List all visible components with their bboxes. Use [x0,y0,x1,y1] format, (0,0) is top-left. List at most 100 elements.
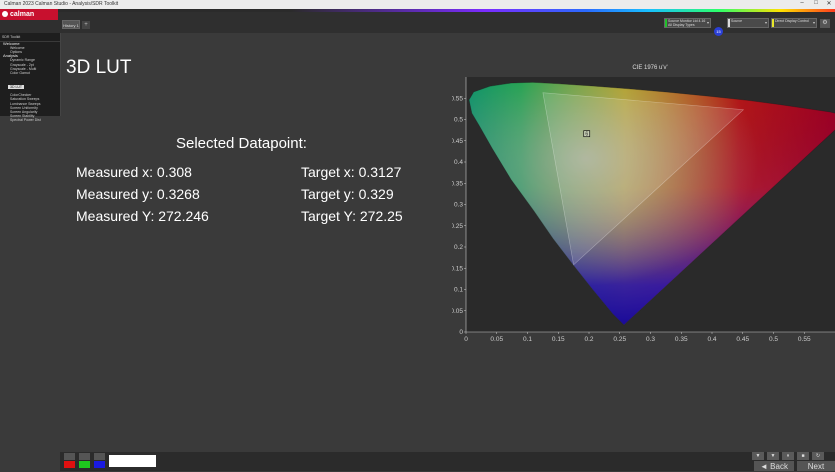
y-tick-label: 0 [459,329,463,336]
y-tick-label: 0.25 [452,223,463,230]
y-tick-label: 0.3 [454,202,463,209]
gear-icon: ⚙ [822,20,828,26]
sidebar-item-grayscale-2pt[interactable]: Grayscale - 2pt [10,62,34,67]
back-button[interactable]: ◄ Back [754,461,794,471]
sidebar-item-welcome[interactable]: Welcome [10,46,25,50]
target-x: Target x: 0.3127 [301,164,402,180]
next-button[interactable]: Next [797,461,835,471]
source-status-strip [665,19,667,27]
workflow-sidebar: SDR Toolkit Welcome Welcome Options Anal… [0,33,61,122]
next-label: Next [807,462,825,471]
calman-logo: calman [0,9,58,20]
window-title: Calman 2023 Calman Studio - Analysis/SDR… [4,1,119,7]
tab-history-1[interactable]: History 1 [62,20,80,29]
bottom-toolbar: ▼ ▼ ⏸ ■ ↻ ◄ Back Next [60,452,835,471]
source-type: All Display Types [668,23,695,27]
stop-button[interactable]: ■ [797,452,809,460]
sidebar-item-screen-uniformity[interactable]: Screen Uniformity [10,105,38,110]
y-tick-label: 0.15 [452,265,463,272]
display-selector[interactable]: Direct Display Control ▾ [771,18,817,28]
stop-icon: ■ [801,453,805,459]
repeat-icon: ↻ [815,453,821,459]
sidebar-item-screen-angularity[interactable]: Screen Angularity [10,110,38,115]
logo-icon [2,11,8,17]
chevron-down-icon: ▾ [764,20,767,25]
x-tick-label: 0.05 [490,336,503,342]
measured-y: Measured y: 0.3268 [76,186,200,202]
x-tick-label: 0.5 [769,336,778,342]
sidebar-section-analysis[interactable]: Analysis [3,53,18,59]
y-tick-label: 0.05 [452,308,463,315]
back-icon: ◄ [760,462,768,471]
measured-Y: Measured Y: 272.246 [76,208,209,224]
measured-point-label: 6 [585,132,588,138]
swatch-green[interactable] [79,461,90,468]
sidebar-header: SDR Toolkit [0,33,60,42]
sidebar-item-colorchecker[interactable]: ColorChecker [10,93,32,98]
display-name: Direct Display Control [775,19,809,23]
repeat-button[interactable]: ↻ [812,452,824,460]
source-selector[interactable]: Source Monitor Ltd 4.16 All Display Type… [664,18,711,28]
x-tick-label: 0.45 [736,336,749,342]
measured-point [583,130,591,138]
x-tick-label: 0.1 [523,336,532,342]
target-Y: Target Y: 272.25 [301,208,403,224]
x-tick-label: 0.25 [613,336,626,342]
chevron-down-icon: ▼ [755,453,761,459]
sidebar-item-color-gamut[interactable]: Color Gamut [10,71,30,76]
nav-down-button[interactable]: ▼ [752,452,764,460]
chevron-down-icon: ▾ [812,20,815,25]
x-tick-label: 0 [464,336,468,342]
add-tab-button[interactable]: + [82,21,90,29]
y-tick-label: 0.5 [454,117,463,124]
chart-title: CIE 1976 u'v' [632,65,667,71]
pause-icon: ⏸ [786,453,790,459]
y-tick-label: 0.55 [452,95,463,102]
datapoint-title: Selected Datapoint: [176,135,307,152]
y-tick-label: 0.35 [452,180,463,187]
swatch-red[interactable] [64,461,75,468]
spectrum-bar [58,9,835,12]
current-color-preview [109,455,156,467]
source2-name: Source [731,19,743,23]
y-tick-label: 0.4 [454,159,463,166]
swatch-blue[interactable] [94,461,105,468]
source-badge[interactable]: 15 [714,27,723,36]
x-tick-label: 0.4 [707,336,716,342]
maximize-button[interactable]: □ [814,0,818,6]
sidebar-item-dynamic-range[interactable]: Dynamic Range [10,58,35,63]
x-tick-label: 0.35 [675,336,688,342]
sidebar-item-screen-stability[interactable]: Screen Stability [10,114,35,119]
y-tick-label: 0.45 [452,138,463,145]
source-name: Source Monitor Ltd 4.16 [668,19,706,23]
sidebar-item-grayscale-multi[interactable]: Grayscale - Multi [10,66,37,71]
sidebar-item-spectral-power[interactable]: Spectral Power Dist [10,118,41,123]
swatch-red-control[interactable] [64,453,75,460]
x-tick-label: 0.2 [584,336,593,342]
sidebar-item-luminance-sweeps[interactable]: Luminance Sweeps [10,101,41,106]
cie-chart-svg: 0 0.05 0.1 0.15 0.2 0.25 0.3 0.35 0.4 0.45 0.5 0.55… [450,65,835,343]
sidebar-section-welcome[interactable]: Welcome [3,41,20,46]
chevron-down-icon: ▼ [770,453,776,459]
close-button[interactable]: ✕ [826,1,832,7]
settings-button[interactable]: ⚙ [820,19,830,28]
sidebar-item-options[interactable]: Options [10,50,23,55]
x-tick-label: 0.3 [646,336,655,342]
nav-down2-button[interactable]: ▼ [767,452,779,460]
sidebar-item-3d-lut[interactable]: 3D LUT [8,85,25,90]
x-tick-label: 0.15 [552,336,565,342]
measured-x: Measured x: 0.308 [76,164,192,180]
source2-status-strip [728,19,730,27]
target-y: Target y: 0.329 [301,186,394,202]
swatch-blue-control[interactable] [94,453,105,460]
minimize-button[interactable]: – [800,0,804,6]
cie-chart[interactable]: 0 0.05 0.1 0.15 0.2 0.25 0.3 0.35 0.4 0.45 0.5 0.55… [450,60,835,343]
source2-selector[interactable]: Source ▾ [727,18,769,28]
app-toolbar: calman History 1 + Source Monitor Ltd 4.… [0,9,835,36]
pause-button[interactable]: ⏸ [782,452,794,460]
sidebar-item-saturation-sweeps[interactable]: Saturation Sweeps [10,97,40,102]
y-tick-label: 0.1 [454,287,463,294]
x-tick-label: 0.55 [798,336,811,342]
gamut-triangle [542,92,745,266]
swatch-green-control[interactable] [79,453,90,460]
